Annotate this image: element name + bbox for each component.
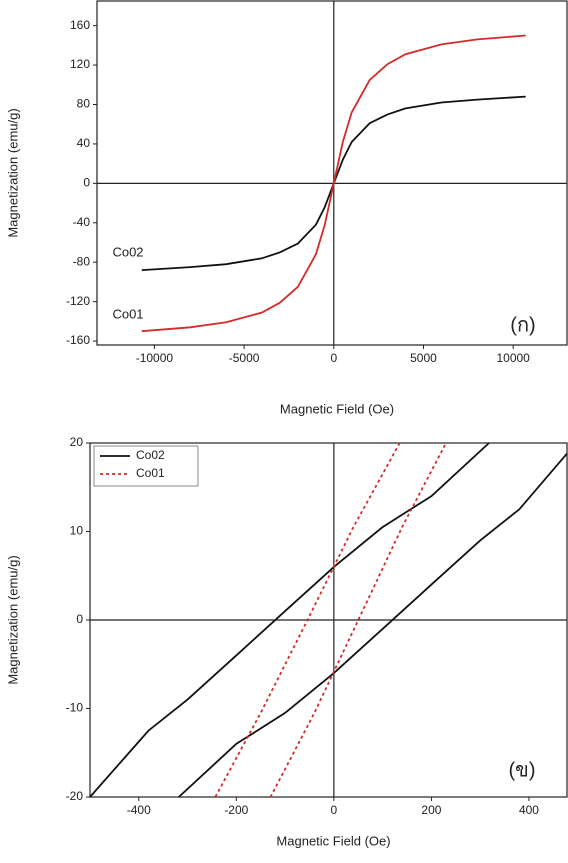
annotation: (ก) — [510, 314, 535, 336]
y-tick-label: 0 — [76, 612, 83, 626]
y-tick-label: 40 — [77, 136, 91, 150]
x-tick-label: -5000 — [229, 351, 260, 365]
x-tick-label: 10000 — [496, 351, 530, 365]
x-axis-label: Magnetic Field (Oe) — [280, 401, 394, 416]
figure: -160-120-80-4004080120160-10000-50000500… — [0, 0, 568, 863]
x-axis-label: Magnetic Field (Oe) — [276, 833, 390, 848]
y-tick-label: -80 — [73, 254, 91, 268]
x-tick-label: 0 — [331, 803, 338, 817]
y-tick-label: 0 — [83, 176, 90, 190]
x-tick-label: 5000 — [410, 351, 437, 365]
y-tick-label: 10 — [70, 524, 84, 538]
legend-label: Co01 — [136, 466, 165, 480]
annotation: Co01 — [112, 306, 143, 321]
y-axis-label: Magnetization (emu/g) — [5, 108, 20, 237]
plot-frame — [97, 1, 567, 345]
y-tick-label: -160 — [66, 333, 90, 347]
x-tick-label: 0 — [330, 351, 337, 365]
x-tick-label: 200 — [421, 803, 441, 817]
annotation: Co02 — [112, 244, 143, 259]
y-tick-label: -20 — [66, 789, 84, 803]
y-tick-label: 80 — [77, 97, 91, 111]
y-tick-label: 120 — [70, 57, 90, 71]
x-tick-label: -400 — [127, 803, 151, 817]
y-tick-label: -10 — [66, 701, 84, 715]
y-tick-label: 20 — [70, 435, 84, 449]
x-tick-label: -10000 — [136, 351, 174, 365]
annotation: (ข) — [509, 759, 536, 781]
y-tick-label: -40 — [73, 215, 91, 229]
y-axis-label: Magnetization (emu/g) — [5, 555, 20, 684]
y-tick-label: 160 — [70, 18, 90, 32]
x-tick-label: -200 — [224, 803, 248, 817]
legend-label: Co02 — [136, 448, 165, 462]
x-tick-label: 400 — [519, 803, 539, 817]
y-tick-label: -120 — [66, 294, 90, 308]
page: {"chart_data": [ {"type": "line", "x_lab… — [0, 0, 568, 863]
